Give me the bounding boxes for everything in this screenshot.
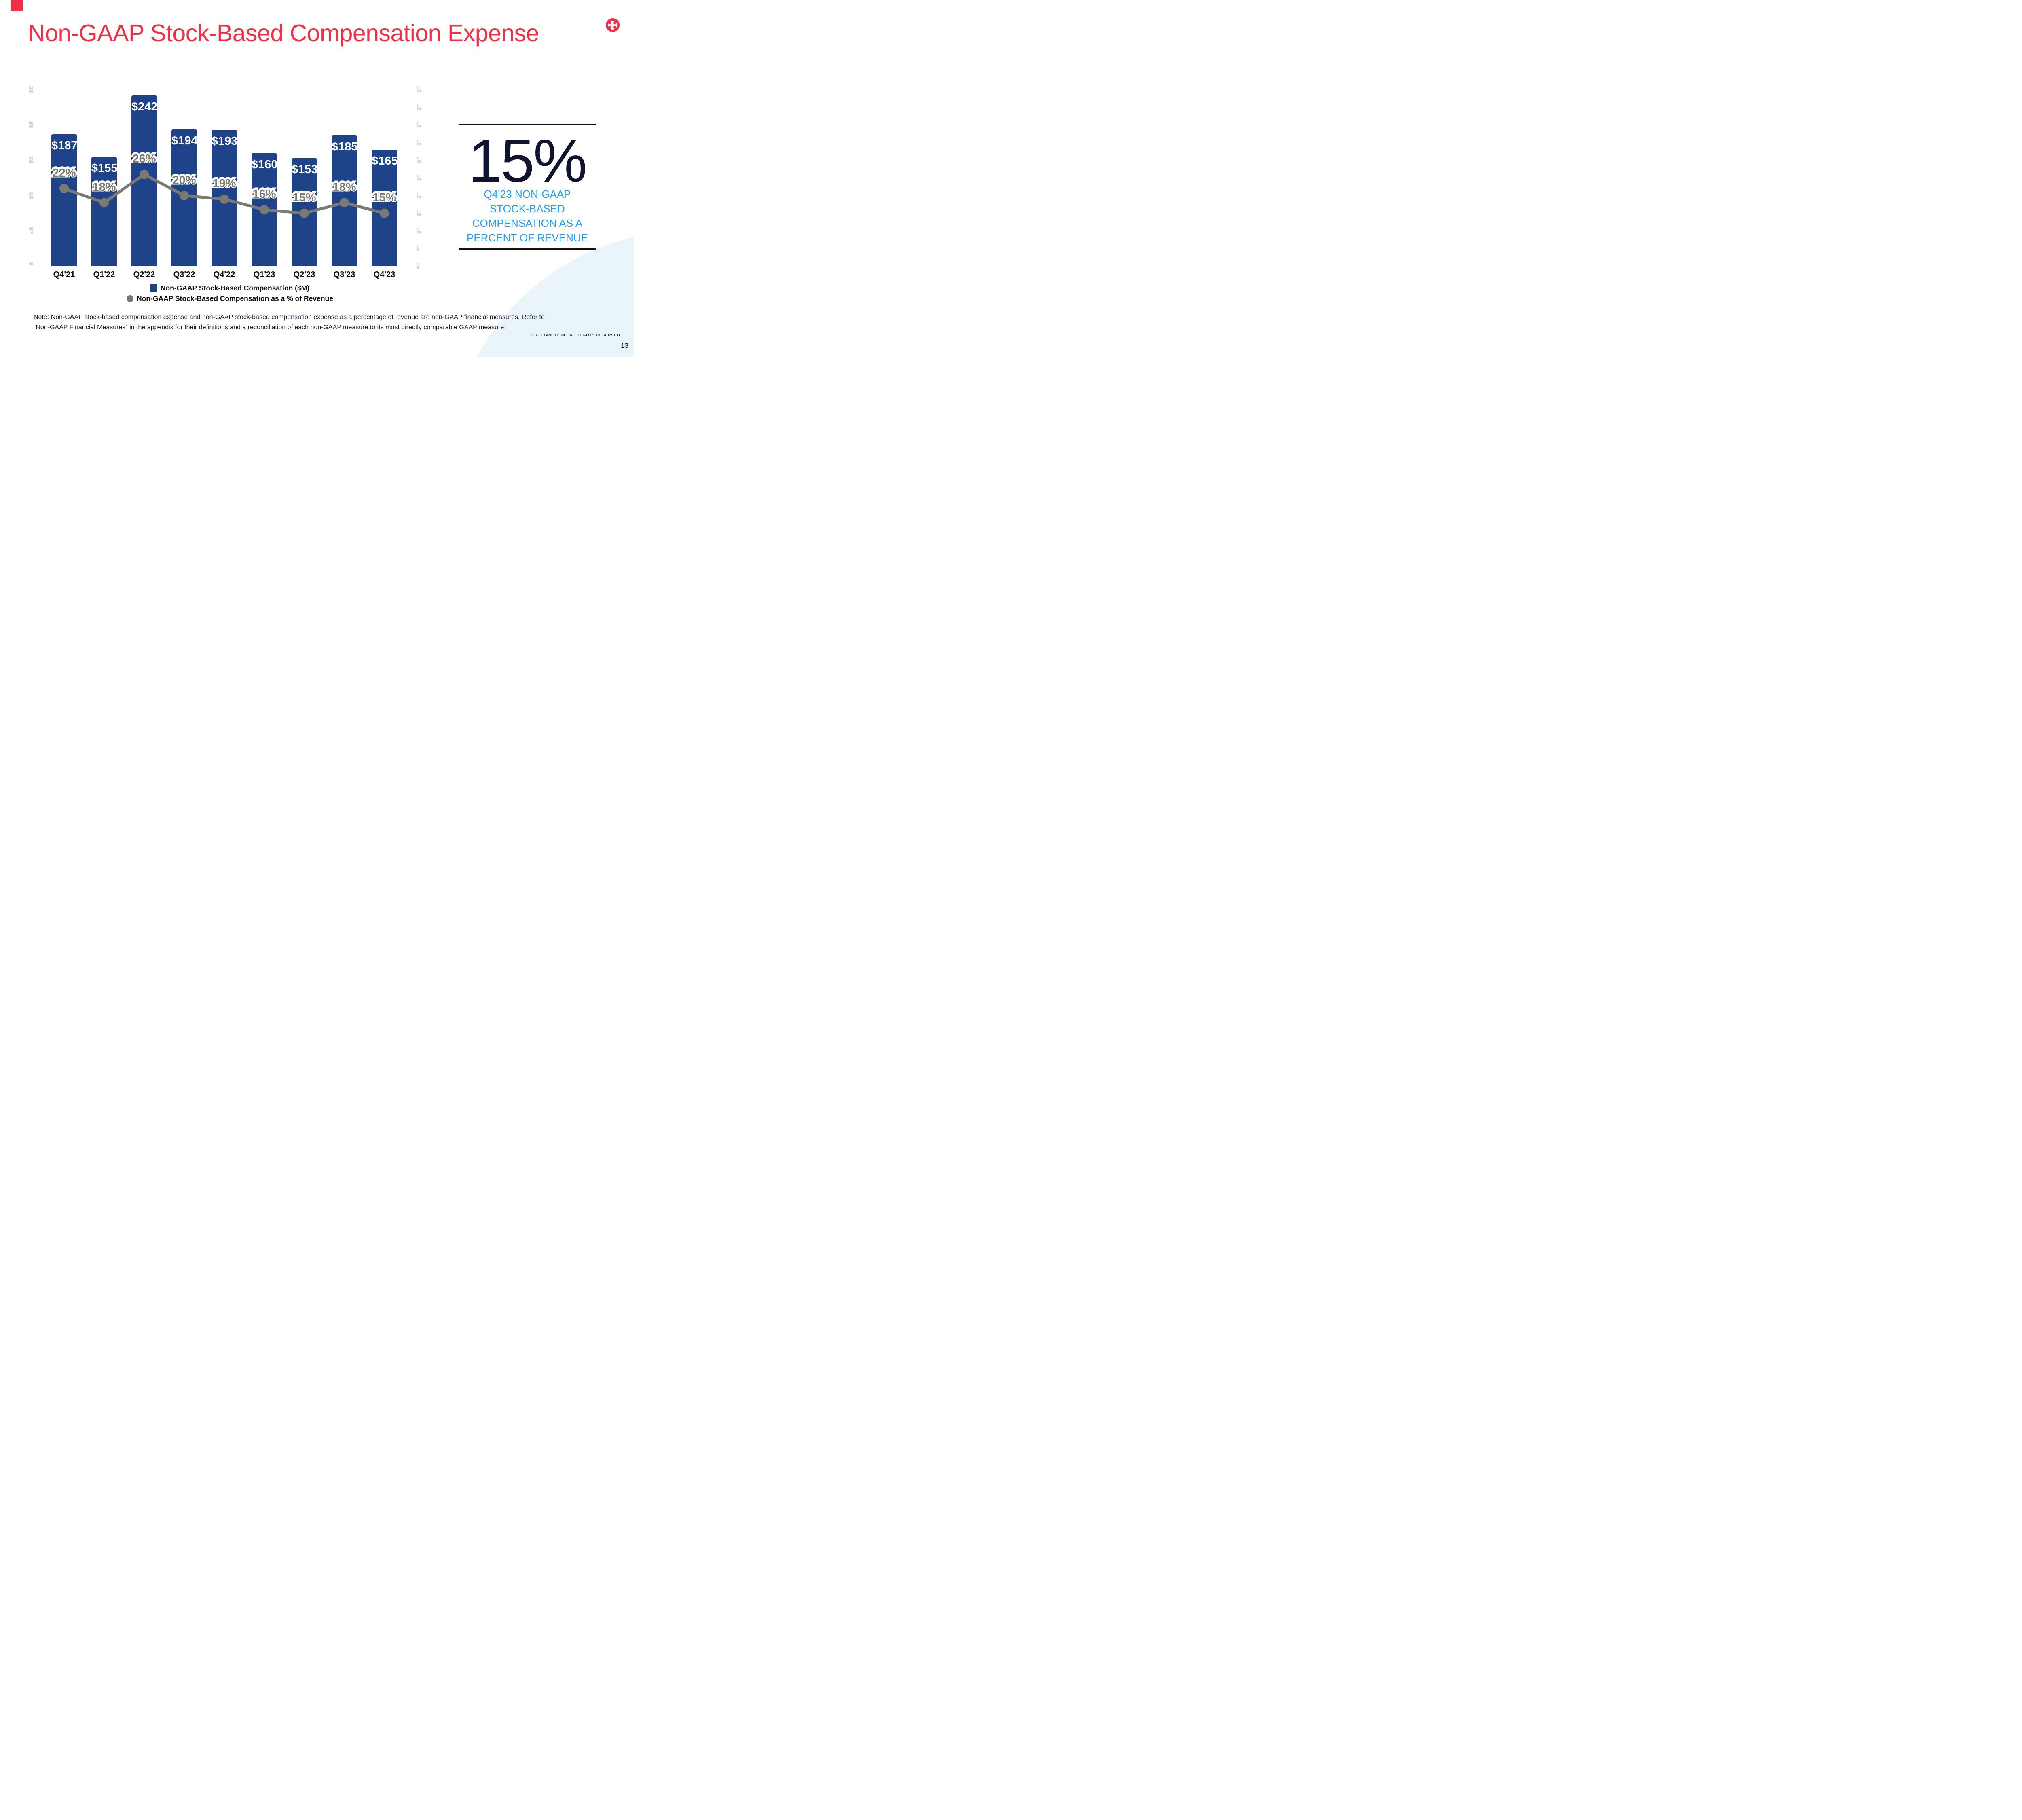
pct-value-label: 26% xyxy=(124,153,164,165)
left-axis-tick: $0 xyxy=(29,262,34,266)
legend-label: Non-GAAP Stock-Based Compensation as a %… xyxy=(137,294,333,303)
bar-value-label: $185 xyxy=(332,140,358,154)
chart-legend: Non-GAAP Stock-Based Compensation ($M) N… xyxy=(51,284,408,303)
left-axis-tick: $2 00 xyxy=(29,121,34,129)
footnote: Note: Non-GAAP stock-based compensation … xyxy=(34,312,567,332)
pct-value-label: 20% xyxy=(164,174,204,186)
bar-Q2'23: $153 xyxy=(292,158,318,266)
highlight-caption: Q4’23 NON-GAAP STOCK-BASED COMPENSATION AS… xyxy=(466,188,588,244)
footnote-line1: Note: Non-GAAP stock-based compensation … xyxy=(34,314,545,321)
highlight-value: 15% xyxy=(468,127,587,195)
x-axis-label: Q1'23 xyxy=(253,270,275,279)
logo-dot xyxy=(609,21,611,24)
pct-value-label: 22% xyxy=(44,167,84,179)
bar-value-label: $155 xyxy=(91,161,118,175)
right-axis-tick: 4 5% xyxy=(417,104,421,111)
twilio-logo-icon xyxy=(606,18,620,32)
right-axis-tick: 3 5% xyxy=(417,139,421,146)
bar-value-label: $187 xyxy=(51,139,78,152)
bar-value-label: $194 xyxy=(171,134,198,147)
page-number: 13 xyxy=(621,342,628,349)
copyright-text: ©2023 TWILIO INC. ALL RIGHTS RESERVED xyxy=(529,333,620,338)
right-axis-tick: 0% xyxy=(417,262,420,269)
page-title: Non-GAAP Stock-Based Compensation Expens… xyxy=(28,20,539,47)
right-axis-tick: 2 5% xyxy=(417,174,421,181)
x-axis-label: Q4'21 xyxy=(53,270,75,279)
right-axis-tick: 5% xyxy=(417,245,420,252)
x-axis-label: Q2'23 xyxy=(293,270,315,279)
left-axis-tick: $5 0 xyxy=(29,226,34,235)
bar-Q1'23: $160 xyxy=(252,153,278,266)
line-swatch-icon xyxy=(127,295,134,302)
pct-value-label: 19% xyxy=(204,178,244,190)
pct-value-label: 18% xyxy=(84,182,124,193)
legend-item-line: Non-GAAP Stock-Based Compensation as a %… xyxy=(127,294,333,303)
logo-dot xyxy=(609,26,611,29)
slide: Non-GAAP Stock-Based Compensation Expens… xyxy=(0,0,634,357)
panel-top-rule xyxy=(459,124,596,125)
right-axis-tick: 3 0% xyxy=(417,157,421,164)
x-axis-label: Q1'22 xyxy=(93,270,115,279)
left-axis-tick: $1 00 xyxy=(29,191,34,199)
bar-swatch-icon xyxy=(150,284,157,292)
bar-Q4'21: $187 xyxy=(51,134,78,266)
left-axis-tick: $2 50 xyxy=(29,86,34,93)
right-axis-tick: 2 0% xyxy=(417,192,421,199)
bar-value-label: $242 xyxy=(131,100,158,113)
logo-dot xyxy=(613,21,616,24)
corner-accent-tab xyxy=(11,0,23,11)
panel-bottom-rule xyxy=(459,248,596,250)
x-axis-label: Q4'22 xyxy=(213,270,235,279)
bar-value-label: $153 xyxy=(292,163,318,176)
right-axis-tick: 5 0% xyxy=(417,86,421,93)
x-axis-label: Q3'22 xyxy=(173,270,195,279)
corner-decoration-circle xyxy=(448,231,634,357)
right-axis-tick: 4 0% xyxy=(417,121,421,129)
logo-ring xyxy=(606,18,620,32)
pct-value-label: 15% xyxy=(284,192,324,204)
right-axis-tick: 1 5% xyxy=(417,210,421,217)
x-axis-label: Q2'22 xyxy=(133,270,155,279)
bar-Q3'22: $194 xyxy=(171,129,198,266)
pct-value-label: 16% xyxy=(244,188,284,200)
bar-Q4'22: $193 xyxy=(212,130,238,266)
bar-Q1'22: $155 xyxy=(91,157,118,266)
bar-value-label: $193 xyxy=(212,135,238,148)
legend-label: Non-GAAP Stock-Based Compensation ($M) xyxy=(160,284,310,292)
legend-item-bars: Non-GAAP Stock-Based Compensation ($M) xyxy=(150,284,309,292)
bar-Q3'23: $185 xyxy=(332,135,358,266)
pct-value-label: 18% xyxy=(324,182,364,193)
bar-Q2'22: $242 xyxy=(131,95,158,266)
bar-Q4'23: $165 xyxy=(372,150,398,266)
pct-value-label: 15% xyxy=(364,192,404,204)
left-axis-tick: $1 50 xyxy=(29,156,34,164)
logo-dot xyxy=(613,26,616,29)
bar-value-label: $165 xyxy=(372,154,398,168)
right-axis-tick: 1 0% xyxy=(417,227,421,234)
x-axis-label: Q4'23 xyxy=(373,270,396,279)
x-axis-label: Q3'23 xyxy=(333,270,355,279)
bar-value-label: $160 xyxy=(252,158,278,171)
footnote-line2: “Non-GAAP Financial Measures” in the app… xyxy=(34,324,506,331)
